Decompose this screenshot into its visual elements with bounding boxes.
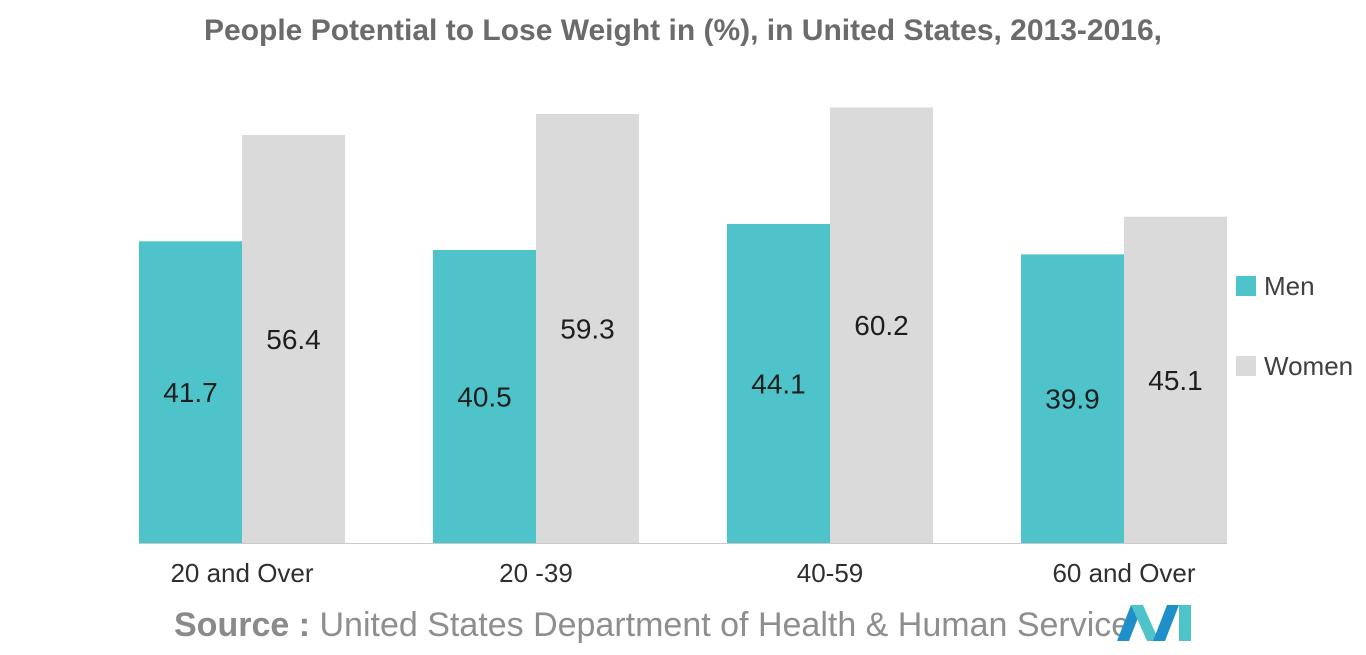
legend-swatch-women <box>1236 356 1256 376</box>
bar-women-0 <box>242 134 345 543</box>
bar-men-1 <box>433 250 536 543</box>
x-tick-label-1: 20 -39 <box>499 558 573 588</box>
data-label-women-3: 45.1 <box>1148 365 1203 396</box>
source-text: United States Department of Health & Hum… <box>319 606 1131 644</box>
mordor-intelligence-logo-icon <box>1117 605 1191 641</box>
x-tick-label-3: 60 and Over <box>1052 558 1195 588</box>
x-tick-label-0: 20 and Over <box>170 558 313 588</box>
legend-label-men: Men <box>1264 271 1315 301</box>
data-label-women-1: 59.3 <box>560 314 615 345</box>
chart-title: People Potential to Lose Weight in (%), … <box>204 14 1162 47</box>
data-label-men-3: 39.9 <box>1045 384 1100 415</box>
source-line: Source : United States Department of Hea… <box>174 606 1130 645</box>
bar-men-2 <box>727 223 830 544</box>
bar-men-3 <box>1021 254 1124 543</box>
bar-women-2 <box>830 107 933 543</box>
data-label-men-0: 41.7 <box>163 377 218 408</box>
source-key: Source : <box>174 606 311 644</box>
data-label-women-0: 56.4 <box>266 324 321 355</box>
bar-women-3 <box>1124 216 1227 544</box>
data-label-women-2: 60.2 <box>854 310 909 341</box>
legend-label-women: Women <box>1264 351 1353 381</box>
x-tick-label-2: 40-59 <box>797 558 864 588</box>
data-label-men-2: 44.1 <box>751 368 806 399</box>
legend-swatch-men <box>1236 276 1256 296</box>
data-label-men-1: 40.5 <box>457 382 512 413</box>
bar-women-1 <box>536 114 639 544</box>
bar-men-0 <box>139 241 242 543</box>
